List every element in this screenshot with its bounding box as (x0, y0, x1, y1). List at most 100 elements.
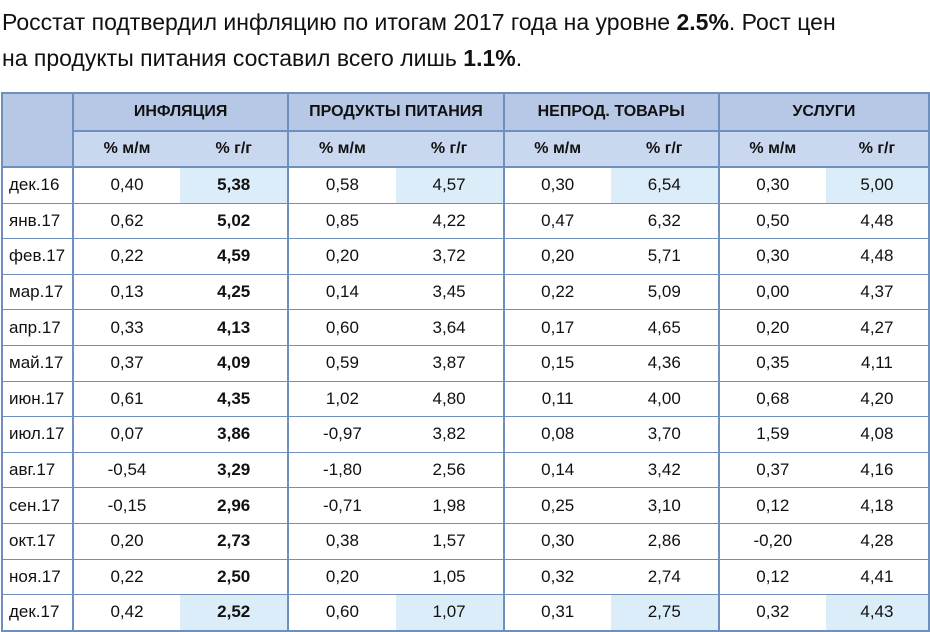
headline-line-1-end: . Рост цен (728, 9, 836, 35)
month-cell: июн.17 (2, 381, 74, 418)
nonfood-mm-cell: 0,30 (503, 523, 611, 560)
nonfood-yy-cell: 5,71 (610, 238, 720, 275)
services-mm-cell: 1,59 (718, 416, 826, 453)
services-yy-cell: 4,18 (825, 487, 929, 524)
food-yy-cell: 3,64 (395, 309, 505, 346)
inflation-yy-cell: 4,13 (180, 309, 290, 346)
headline-food-value: 1.1% (463, 45, 516, 71)
headline-line-2-end: . (515, 45, 523, 71)
subheader-yy: % г/г (180, 131, 290, 168)
nonfood-mm-cell: 0,25 (503, 487, 611, 524)
food-mm-cell: 0,60 (288, 309, 396, 346)
table-body: дек.16 0,40 5,38 0,58 4,57 0,30 6,54 0,30 5,00 ян… (2, 167, 929, 632)
services-yy-cell: 4,41 (825, 559, 929, 596)
services-yy-cell: 4,37 (825, 274, 929, 311)
nonfood-yy-cell: 4,36 (610, 345, 720, 382)
food-mm-cell: 1,02 (288, 381, 396, 418)
nonfood-mm-cell: 0,31 (503, 594, 611, 632)
month-cell: окт.17 (2, 523, 74, 560)
inflation-yy-cell: 2,50 (180, 559, 290, 596)
inflation-mm-cell: 0,37 (72, 345, 181, 382)
nonfood-mm-cell: 0,47 (503, 203, 611, 240)
nonfood-yy-cell: 2,86 (610, 523, 720, 560)
nonfood-mm-cell: 0,22 (503, 274, 611, 311)
table-row: янв.17 0,62 5,02 0,85 4,22 0,47 6,32 0,50 4,48 (2, 203, 929, 240)
services-mm-cell: 0,20 (718, 309, 826, 346)
food-yy-cell: 1,57 (395, 523, 505, 560)
services-mm-cell: 0,12 (718, 487, 826, 524)
inflation-mm-cell: 0,62 (72, 203, 181, 240)
month-cell: ноя.17 (2, 559, 74, 596)
services-yy-cell: 4,27 (825, 309, 929, 346)
nonfood-yy-cell: 6,32 (610, 203, 720, 240)
food-yy-cell: 3,87 (395, 345, 505, 382)
table-row: сен.17 -0,15 2,96 -0,71 1,98 0,25 3,10 0,12 4,18 (2, 487, 929, 524)
food-yy-cell: 3,72 (395, 238, 505, 275)
table-row: ноя.17 0,22 2,50 0,20 1,05 0,32 2,74 0,12 4,41 (2, 559, 929, 596)
inflation-yy-cell: 3,86 (180, 416, 290, 453)
nonfood-mm-cell: 0,15 (503, 345, 611, 382)
nonfood-mm-cell: 0,08 (503, 416, 611, 453)
inflation-mm-cell: 0,61 (72, 381, 181, 418)
month-cell: дек.17 (2, 594, 74, 632)
nonfood-yy-cell: 5,09 (610, 274, 720, 311)
food-yy-cell: 4,22 (395, 203, 505, 240)
nonfood-yy-cell: 2,75 (610, 594, 720, 632)
month-cell: мар.17 (2, 274, 74, 311)
month-cell: дек.16 (2, 167, 74, 204)
services-yy-cell: 4,48 (825, 238, 929, 275)
headline-inflation-value: 2.5% (676, 9, 729, 35)
services-yy-cell: 4,28 (825, 523, 929, 560)
nonfood-yy-cell: 4,65 (610, 309, 720, 346)
inflation-yy-cell: 4,59 (180, 238, 290, 275)
inflation-mm-cell: 0,07 (72, 416, 181, 453)
food-yy-cell: 1,98 (395, 487, 505, 524)
services-mm-cell: -0,20 (718, 523, 826, 560)
services-mm-cell: 0,12 (718, 559, 826, 596)
headline-line-1-text: Росстат подтвердил инфляцию по итогам 20… (2, 9, 677, 35)
food-mm-cell: 0,14 (288, 274, 396, 311)
inflation-mm-cell: 0,13 (72, 274, 181, 311)
services-mm-cell: 0,37 (718, 452, 826, 489)
inflation-yy-cell: 4,09 (180, 345, 290, 382)
food-mm-cell: 0,38 (288, 523, 396, 560)
inflation-yy-cell: 4,35 (180, 381, 290, 418)
services-yy-cell: 4,43 (825, 594, 929, 632)
services-yy-cell: 5,00 (825, 167, 929, 204)
services-yy-cell: 4,16 (825, 452, 929, 489)
nonfood-mm-cell: 0,30 (503, 167, 611, 204)
food-yy-cell: 4,57 (395, 167, 505, 204)
nonfood-mm-cell: 0,14 (503, 452, 611, 489)
subheader-yy: % г/г (395, 131, 505, 168)
inflation-yy-cell: 5,02 (180, 203, 290, 240)
inflation-mm-cell: 0,42 (72, 594, 181, 632)
nonfood-yy-cell: 4,00 (610, 381, 720, 418)
month-cell: фев.17 (2, 238, 74, 275)
nonfood-yy-cell: 6,54 (610, 167, 720, 204)
month-cell: апр.17 (2, 309, 74, 346)
headline-line-1: Росстат подтвердил инфляцию по итогам 20… (2, 4, 928, 40)
food-mm-cell: 0,58 (288, 167, 396, 204)
inflation-mm-cell: -0,15 (72, 487, 181, 524)
inflation-table: ИНФЛЯЦИЯ ПРОДУКТЫ ПИТАНИЯ НЕПРОД. ТОВАРЫ… (1, 92, 930, 632)
services-mm-cell: 0,30 (718, 167, 826, 204)
services-mm-cell: 0,35 (718, 345, 826, 382)
inflation-mm-cell: 0,20 (72, 523, 181, 560)
food-yy-cell: 1,05 (395, 559, 505, 596)
inflation-mm-cell: -0,54 (72, 452, 181, 489)
food-yy-cell: 2,56 (395, 452, 505, 489)
food-mm-cell: 0,20 (288, 559, 396, 596)
inflation-yy-cell: 2,52 (180, 594, 290, 632)
group-header-row: ИНФЛЯЦИЯ ПРОДУКТЫ ПИТАНИЯ НЕПРОД. ТОВАРЫ… (2, 93, 929, 168)
table-row: фев.17 0,22 4,59 0,20 3,72 0,20 5,71 0,30 4,48 (2, 238, 929, 275)
headline-line-2-text: на продукты питания составил всего лишь (2, 45, 464, 71)
nonfood-mm-cell: 0,11 (503, 381, 611, 418)
subheader-row: % м/м % г/г % м/м % г/г % м/м % г/г % м/… (2, 131, 929, 168)
food-mm-cell: 0,60 (288, 594, 396, 632)
subheader-mm: % м/м (288, 131, 396, 168)
group-header-services: УСЛУГИ (718, 93, 929, 132)
subheader-mm: % м/м (503, 131, 611, 168)
inflation-yy-cell: 2,73 (180, 523, 290, 560)
nonfood-mm-cell: 0,32 (503, 559, 611, 596)
headline: Росстат подтвердил инфляцию по итогам 20… (2, 4, 928, 76)
